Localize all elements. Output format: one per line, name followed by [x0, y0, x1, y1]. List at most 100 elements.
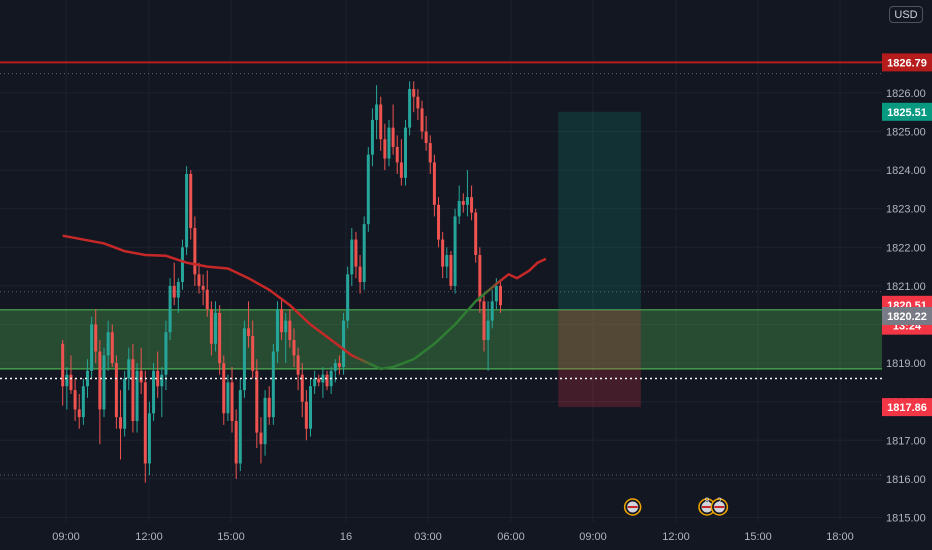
chart-grid — [0, 0, 882, 522]
candle-body — [457, 200, 461, 217]
candle-body — [275, 309, 279, 352]
event-marker[interactable] — [623, 498, 642, 516]
price-tag-bg — [882, 102, 932, 121]
candle-body — [168, 285, 172, 333]
candle-body — [271, 351, 275, 418]
candle-body — [449, 255, 453, 286]
candle-body — [267, 397, 271, 418]
candle-body — [197, 274, 201, 286]
time-tick-label: 12:00 — [135, 531, 163, 543]
event-count-label: 2 — [717, 496, 722, 506]
time-tick-label: 09:00 — [579, 531, 607, 543]
time-tick-label: 15:00 — [217, 531, 245, 543]
candle-body — [147, 413, 151, 464]
candle-body — [490, 301, 494, 321]
candle-body — [387, 127, 391, 159]
candle-body — [379, 104, 383, 140]
candle-body — [69, 374, 73, 391]
candle-body — [470, 197, 474, 213]
candle-body — [94, 324, 98, 352]
candle-body — [226, 382, 230, 414]
candle-body — [102, 355, 106, 410]
candle-body — [234, 421, 238, 464]
chart-zones — [0, 111, 882, 408]
candle-body — [375, 104, 379, 120]
candle-body — [453, 216, 457, 286]
price-tick-label: 1815.00 — [886, 513, 926, 525]
candle-body — [337, 363, 341, 367]
candle-body — [498, 285, 502, 306]
candle-body — [317, 378, 321, 383]
candle-body — [119, 417, 123, 429]
candle-body — [437, 204, 441, 240]
candle-body — [139, 370, 143, 383]
candle-body — [110, 332, 114, 364]
candle-body — [85, 370, 89, 387]
event-marker[interactable]: 2 — [710, 496, 729, 516]
candle-body — [61, 343, 65, 387]
candle-body — [403, 127, 407, 178]
candle-body — [135, 370, 139, 421]
candle-body — [428, 143, 432, 163]
price-tag-bg — [882, 53, 932, 72]
time-tick-label: 09:00 — [52, 531, 80, 543]
candle-body — [123, 378, 127, 429]
candle-body — [73, 390, 77, 410]
price-tick-label: 1817.00 — [886, 435, 926, 447]
candle-body — [362, 224, 366, 283]
candle-body — [160, 374, 164, 387]
time-axis-bg — [0, 522, 882, 550]
candle-body — [176, 282, 180, 298]
candle-body — [313, 378, 317, 387]
price-tick-label: 1816.00 — [886, 474, 926, 486]
candle-body — [214, 312, 218, 344]
time-tick-label: 15:00 — [744, 531, 772, 543]
price-tick-label: 1826.00 — [886, 88, 926, 100]
candle-body — [185, 173, 189, 248]
candle-body — [296, 355, 300, 375]
candle-body — [114, 363, 118, 418]
time-tick-label: 18:00 — [826, 531, 854, 543]
candle-body — [189, 173, 193, 228]
candle-body — [284, 320, 288, 333]
candle-body — [259, 432, 263, 445]
candle-body — [309, 386, 312, 429]
candle-body — [280, 309, 284, 333]
candle-body — [230, 382, 234, 421]
time-tick-label: 12:00 — [662, 531, 690, 543]
candle-body — [424, 131, 428, 144]
event-count-label: 8 — [704, 496, 709, 506]
time-tick-label: 06:00 — [497, 531, 525, 543]
candle-body — [350, 239, 354, 275]
candle-body — [354, 239, 358, 267]
candle-body — [420, 108, 424, 132]
candle-body — [416, 96, 420, 109]
candle-body — [164, 332, 168, 375]
candle-body — [358, 266, 362, 283]
candle-body — [238, 390, 242, 464]
candle-body — [90, 324, 94, 371]
candle-body — [395, 146, 399, 163]
candle-body — [180, 247, 184, 283]
candle-body — [342, 320, 346, 367]
time-axis[interactable]: 09:00 12:00 15:00 16 03:00 06:00 09:00 12:00 15:… — [52, 531, 854, 543]
currency-button[interactable]: USD — [889, 6, 923, 23]
price-tick-label: 1821.00 — [886, 281, 926, 293]
candle-body — [292, 339, 296, 356]
candle-body — [106, 332, 110, 356]
candle-body — [399, 162, 403, 178]
candle-body — [304, 401, 308, 429]
position-stop-zone — [558, 309, 641, 408]
price-tick-label: 1819.00 — [886, 358, 926, 370]
candle-body — [370, 119, 374, 155]
candle-body — [321, 374, 325, 383]
candle-body — [300, 374, 304, 402]
candle-body — [325, 374, 329, 387]
candle-body — [461, 200, 465, 205]
candle-body — [482, 301, 486, 340]
position-target-zone — [558, 111, 641, 310]
candle-body — [346, 274, 350, 321]
